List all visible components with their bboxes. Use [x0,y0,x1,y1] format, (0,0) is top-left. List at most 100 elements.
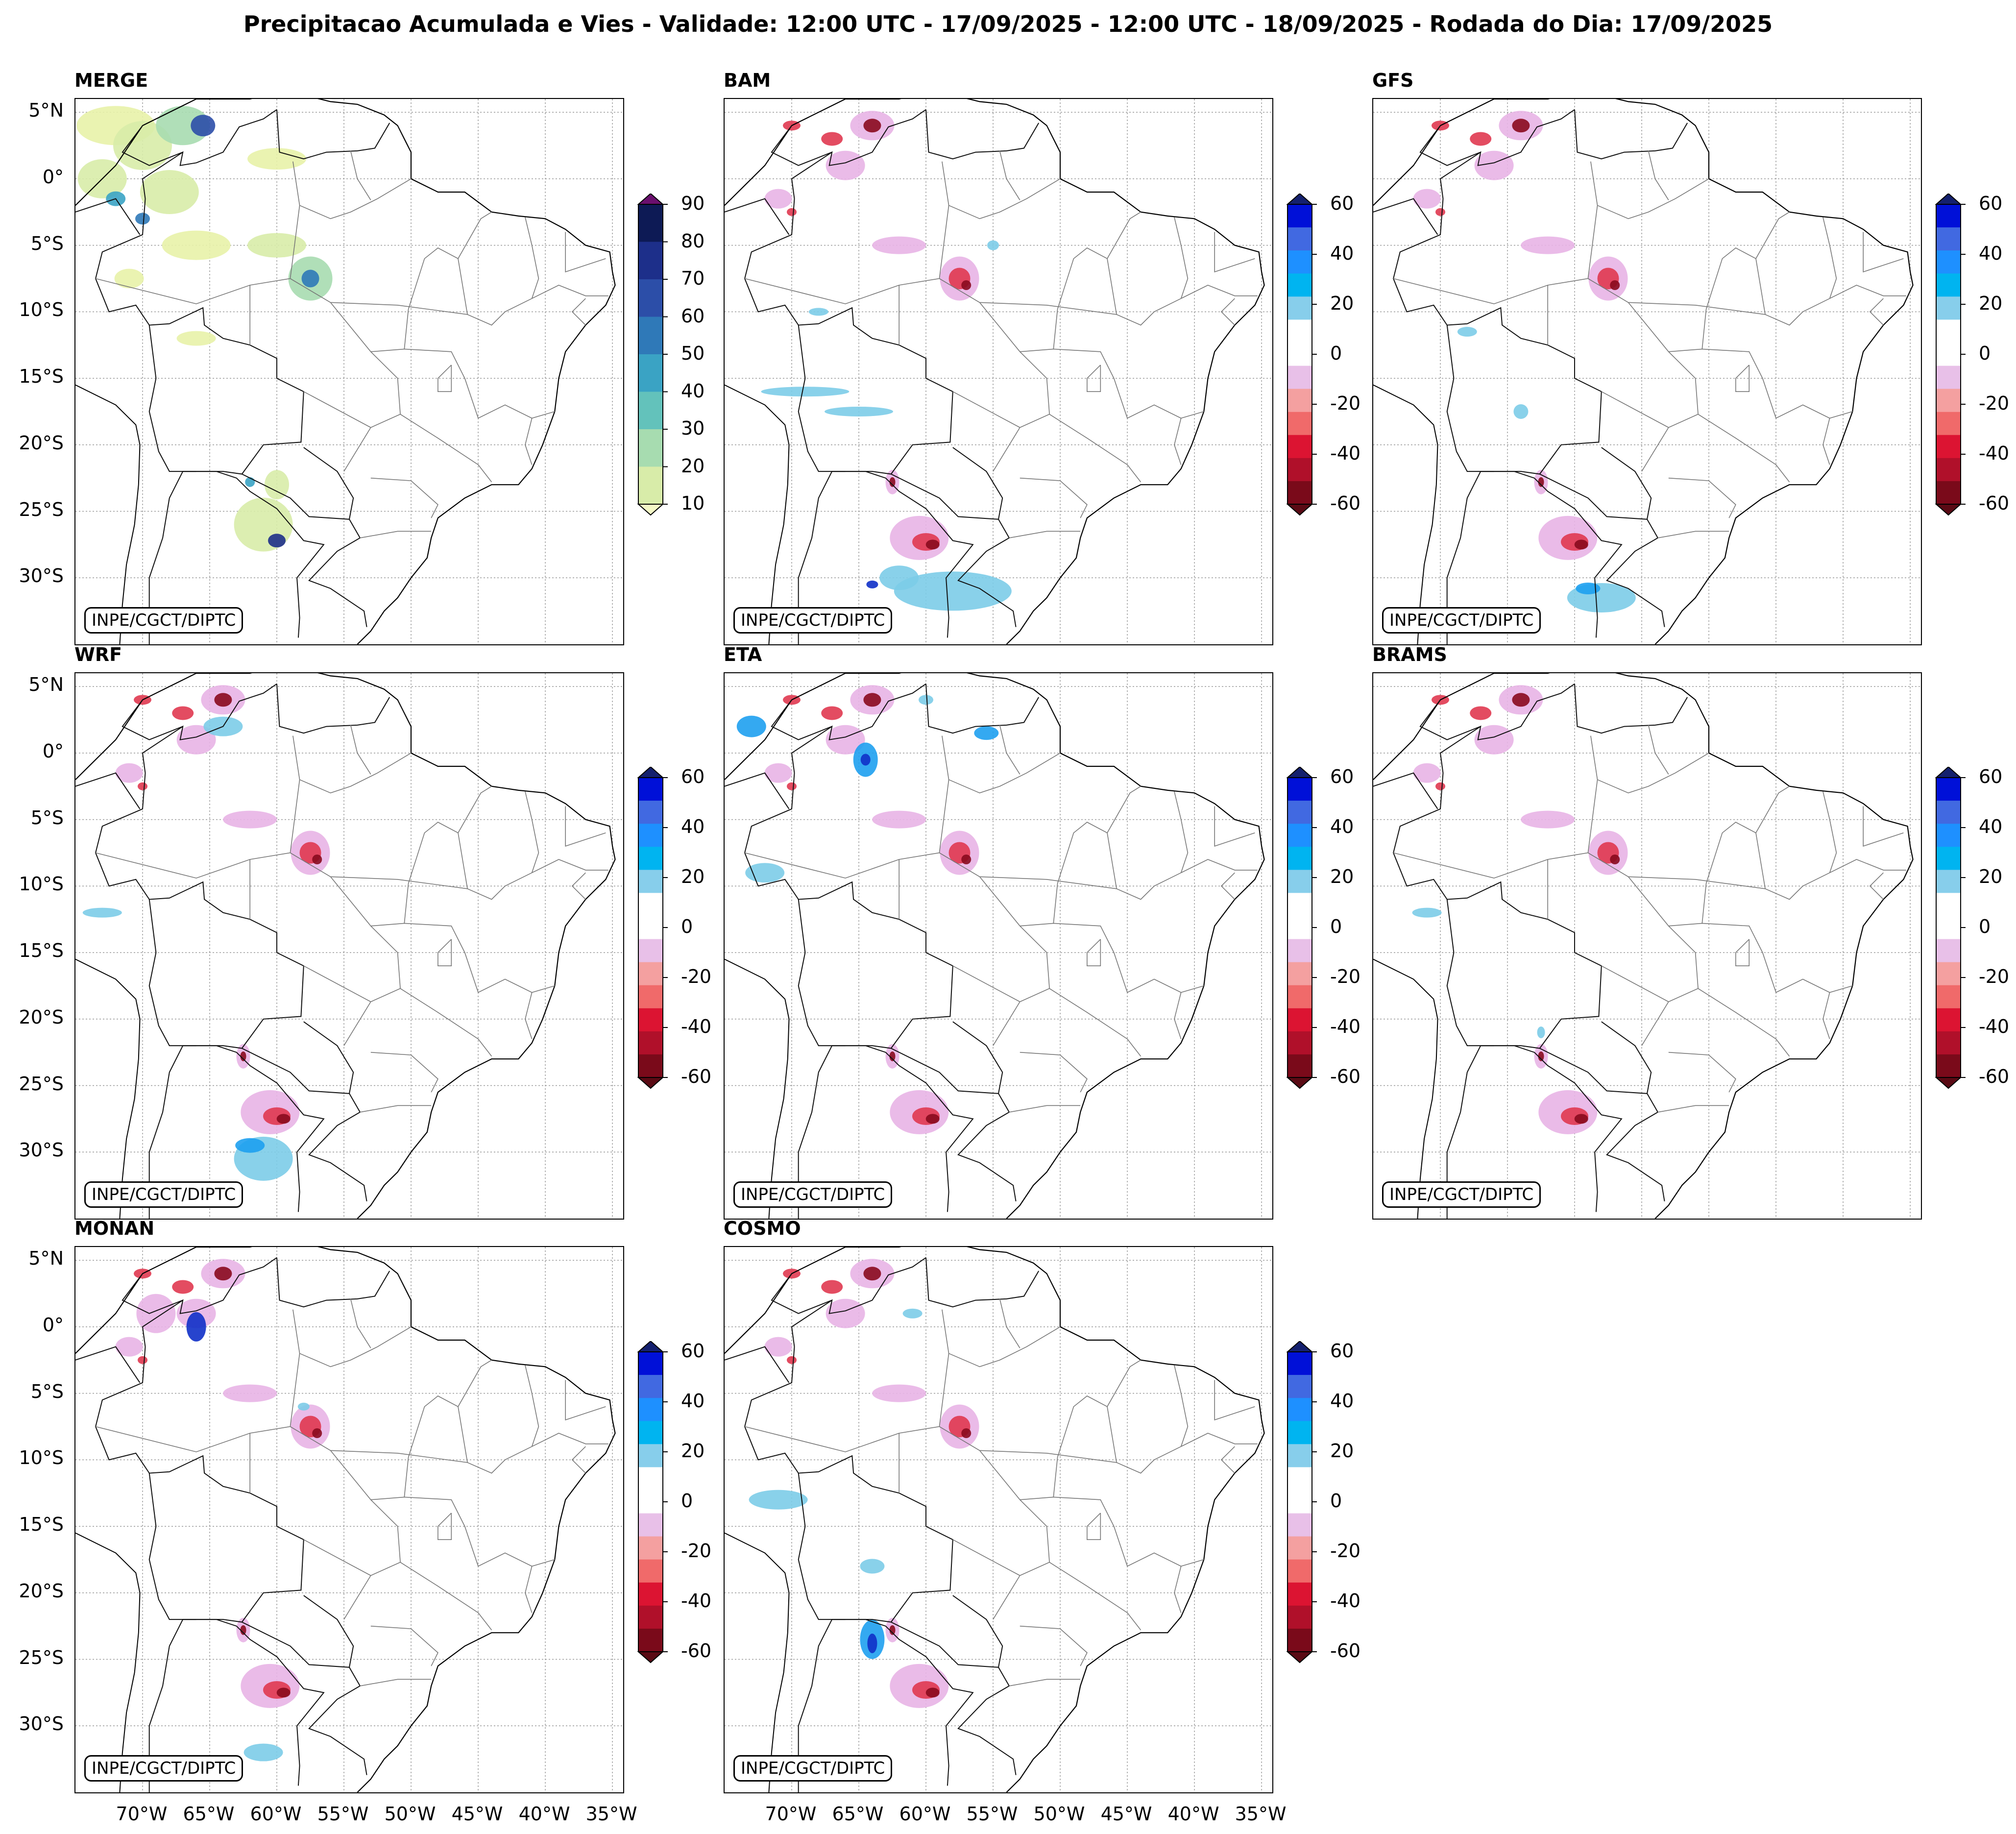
precip-blob [821,1280,843,1294]
precip-blob [889,477,896,487]
map-area: INPE/CGCT/DIPTC [74,672,624,1220]
colorbar-segment [638,204,663,242]
panel-title: MERGE [74,70,148,91]
colorbar-extend-bottom [637,504,664,516]
precip-blob [1538,1051,1544,1061]
precip-blob [1574,539,1588,550]
lon-tick-label: 70°W [116,1803,168,1825]
colorbar-segment [1287,824,1312,847]
colorbar-tick-label: 20 [1330,866,1354,887]
colorbar-extend-bottom [637,1077,664,1089]
precip-blob [115,763,143,783]
precip-blob [787,782,797,790]
colorbar-tick-label: 60 [1979,766,2003,787]
colorbar-segment [638,1031,663,1055]
colorbar-segment [1287,296,1312,320]
bias-colorbar: 60 40 20 0 -20 -40 -60 [634,1340,762,1713]
lon-tick-label: 55°W [317,1803,369,1825]
colorbar-segment [1936,412,1961,436]
colorbar-tick-label: 50 [681,342,705,364]
precip-blob [863,1267,881,1281]
precip-blob [223,1384,277,1402]
precip-blob [1470,706,1492,720]
precip-blob [860,754,871,766]
colorbar-segment [1287,1605,1312,1629]
colorbar-tick-label: 40 [1330,1390,1354,1412]
precip-blob [961,1428,972,1439]
map-graphic [75,99,623,644]
colorbar-segment [1936,458,1961,482]
lat-tick-label: 10°S [19,873,64,895]
precip-blob [235,1138,265,1153]
precip-blob [156,106,210,146]
colorbar-tick-label: 20 [681,866,705,887]
precip-blob [974,726,999,740]
precip-blob [1435,782,1446,790]
colorbar-segment [1287,1467,1312,1491]
map-panel-gfs: GFS INPE/CGCT/DIPTC [1372,70,1922,645]
colorbar-segment [1287,1444,1312,1467]
colorbar-tick-label: 40 [1330,816,1354,837]
colorbar-segment [638,1444,663,1467]
map-graphic [75,1247,623,1792]
bias-colorbar: 60 40 20 0 -20 -40 -60 [634,766,762,1139]
colorbar-segment [1936,824,1961,847]
colorbar-tick-label: 20 [1979,866,2003,887]
colorbar-segment [638,962,663,986]
colorbar-segment [1287,1628,1312,1652]
map-panel-monan: MONAN INPE/CGCT/DIPTC [74,1218,624,1793]
colorbar-tick-label: 20 [681,1440,705,1462]
map-area: INPE/CGCT/DIPTC [724,98,1273,645]
lon-tick-label: 45°W [1100,1803,1152,1825]
precip-blob [764,763,792,783]
colorbar-extend-top [1286,1341,1313,1352]
colorbar-tick-label: -60 [1330,1640,1361,1662]
colorbar-segment [638,939,663,963]
precip-blob [135,213,150,225]
precip-blob [867,1633,877,1653]
precip-blob [247,233,307,258]
precip-blob [872,810,926,829]
lat-tick-label: 5°N [28,99,64,122]
precip-blob [297,1402,310,1411]
colorbar-segment [1936,273,1961,297]
lat-tick-label: 25°S [19,1646,64,1668]
colorbar-extend-bottom [1286,1651,1313,1663]
precip-blob [902,1308,923,1319]
colorbar-segment [1936,389,1961,413]
precip-blob [1513,404,1529,419]
colorbar-segment [1936,1031,1961,1055]
colorbar-segment [638,1605,663,1629]
lat-tick-label: 5°N [28,674,64,696]
colorbar-segment [638,847,663,870]
lat-tick-label: 15°S [19,940,64,962]
lon-tick-label: 35°W [585,1803,637,1825]
colorbar-segment [1287,412,1312,436]
precip-blob [186,1312,206,1342]
colorbar-tick-label: 0 [1330,1490,1342,1512]
precip-blob [1474,150,1514,180]
colorbar-segment [1936,296,1961,320]
colorbar-tick-label: -40 [1330,1016,1361,1037]
colorbar-segment [638,242,663,280]
lat-tick-label: 25°S [19,1073,64,1095]
colorbar-tick-label: 70 [681,268,705,289]
colorbar-tick-label: 40 [681,816,705,837]
colorbar-tick-label: 90 [681,193,705,214]
colorbar-tick-label: 60 [681,1340,705,1362]
colorbar-tick-label: 60 [1330,766,1354,787]
colorbar-segment [1936,939,1961,963]
lat-tick-label: 30°S [19,1713,64,1735]
colorbar-segment [638,1008,663,1032]
colorbar-segment [1287,1559,1312,1583]
colorbar-segment [1936,847,1961,870]
colorbar-segment [1287,1375,1312,1398]
colorbar-tick-label: -20 [1979,392,2010,414]
colorbar-tick-label: 0 [1330,916,1342,937]
precip-blob [863,119,881,133]
colorbar-segment [1287,847,1312,870]
map-graphic [75,673,623,1219]
lon-tick-label: 65°W [832,1803,884,1825]
precip-blob [821,132,843,146]
map-panel-wrf: WRF INPE/CGCT/DIPTC [74,644,624,1220]
